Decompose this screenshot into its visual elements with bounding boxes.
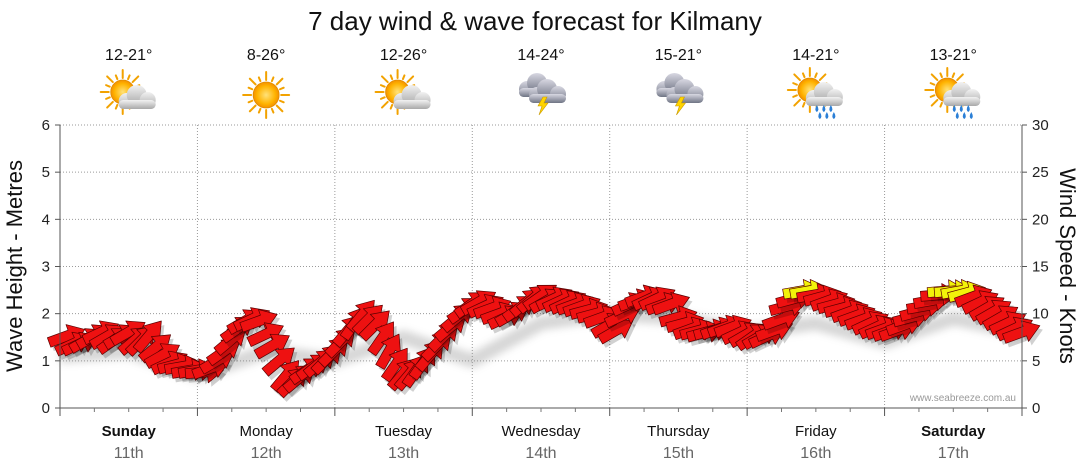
right-tick-label: 30: [1032, 117, 1049, 134]
day-name-label: Wednesday: [502, 423, 581, 440]
temperature-label: 13-21°: [930, 47, 977, 64]
day-date-label: 14th: [525, 445, 556, 462]
day-name-label: Friday: [795, 423, 837, 440]
day-date-label: 13th: [388, 445, 419, 462]
wind-arrow: [358, 310, 390, 342]
left-tick-label: 2: [42, 306, 50, 323]
right-tick-label: 15: [1032, 259, 1049, 276]
day-name-label: Tuesday: [375, 423, 432, 440]
left-tick-label: 4: [42, 211, 50, 228]
day-name-label: Sunday: [102, 423, 157, 440]
temperature-label: 14-24°: [517, 47, 564, 64]
partly-cloudy-icon: [374, 69, 431, 115]
day-date-label: 15th: [663, 445, 694, 462]
left-y-ticks: 0 1 2 3 4 5 6: [42, 117, 60, 417]
temperature-label: 15-21°: [655, 47, 702, 64]
sun-showers-icon: [786, 67, 843, 119]
sunny-icon: [242, 71, 291, 119]
wind-arrow: [253, 333, 290, 360]
sun-showers-icon: [924, 67, 981, 119]
right-tick-label: 20: [1032, 211, 1049, 228]
thunderstorm-icon: [656, 73, 704, 116]
left-tick-label: 5: [42, 164, 50, 181]
right-tick-label: 5: [1032, 353, 1040, 370]
day-date-label: 11th: [114, 445, 144, 462]
grid: [60, 124, 1022, 408]
day-name-label: Saturday: [921, 423, 986, 440]
day-date-label: 16th: [800, 445, 831, 462]
temperature-label: 12-26°: [380, 47, 427, 64]
left-tick-label: 6: [42, 117, 50, 134]
left-tick-label: 1: [42, 353, 50, 370]
left-tick-label: 3: [42, 259, 50, 276]
partly-cloudy-icon: [99, 69, 156, 115]
temperature-labels: 12-21° 8-26° 12-26° 14-24° 15-21° 14-21° 13-21…: [105, 47, 977, 64]
left-tick-label: 0: [42, 400, 50, 417]
right-tick-label: 0: [1032, 400, 1040, 417]
temperature-label: 12-21°: [105, 47, 152, 64]
wind-arrow: [1002, 320, 1041, 344]
left-axis-title: Wave Height - Metres: [2, 160, 27, 372]
day-name-label: Thursday: [647, 423, 710, 440]
temperature-label: 14-21°: [792, 47, 839, 64]
right-tick-label: 10: [1032, 306, 1049, 323]
weather-icons: [99, 67, 981, 119]
right-y-ticks: 0 5 10 15 20 25 30: [1022, 117, 1049, 417]
thunderstorm-icon: [519, 73, 566, 116]
wind-arrows: [47, 279, 1043, 402]
day-labels: Sunday 11th Monday 12th Tuesday 13th Wednesday…: [102, 423, 986, 462]
right-axis-title: Wind Speed - Knots: [1055, 168, 1080, 364]
wind-arrow: [261, 347, 295, 377]
temperature-label: 8-26°: [247, 47, 285, 64]
chart-title: 7 day wind & wave forecast for Kilmany: [308, 6, 762, 36]
day-name-label: Monday: [239, 423, 293, 440]
day-date-label: 17th: [938, 445, 969, 462]
day-date-label: 12th: [251, 445, 282, 462]
right-tick-label: 25: [1032, 164, 1049, 181]
wind-arrow: [367, 321, 394, 357]
wind-arrow: [375, 333, 401, 370]
credit-text: www.seabreeze.com.au: [909, 393, 1016, 404]
wind-arrow: [132, 320, 162, 354]
